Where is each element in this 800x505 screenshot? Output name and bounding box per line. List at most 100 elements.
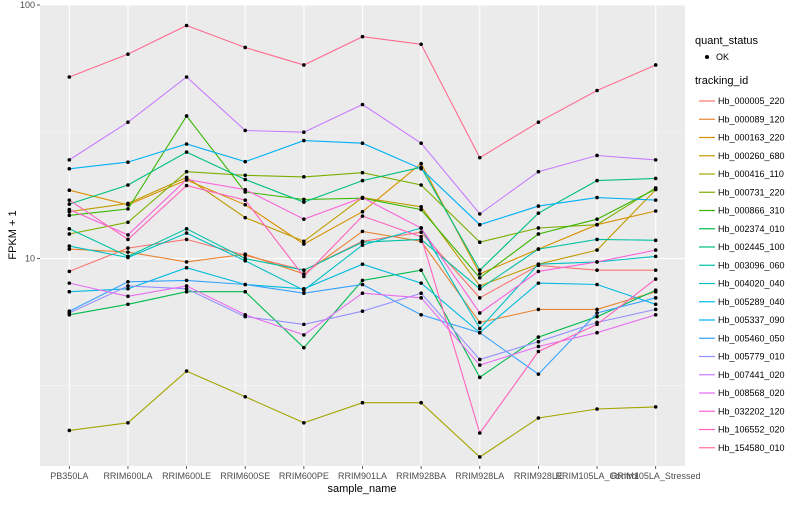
data-point-Hb_003096_060 — [67, 227, 72, 231]
x-axis: PB350LA RRIM600LA RRIM600LE RRIM600SE RRIM60… — [50, 466, 700, 481]
data-point-Hb_007441_020 — [595, 153, 599, 158]
data-point-Hb_005289_040 — [653, 302, 658, 307]
data-point-Hb_004020_040 — [477, 326, 482, 331]
data-point-Hb_154580_010 — [302, 63, 306, 67]
data-point-Hb_002374_010 — [302, 345, 306, 350]
data-point-Hb_000089_120 — [67, 247, 72, 251]
data-point-Hb_000260_680 — [302, 239, 306, 244]
data-point-Hb_000089_120 — [302, 272, 306, 276]
data-point-Hb_007441_020 — [536, 169, 541, 174]
data-point-Hb_004020_040 — [126, 255, 130, 260]
data-point-Hb_000731_220 — [126, 220, 130, 225]
x-axis-title: sample_name — [327, 483, 396, 495]
data-point-Hb_003096_060 — [419, 237, 423, 242]
data-point-Hb_004020_040 — [243, 258, 248, 263]
data-point-Hb_005460_050 — [302, 291, 306, 296]
data-point-Hb_000089_120 — [184, 260, 189, 264]
data-point-Hb_000866_310 — [653, 187, 658, 191]
legend-label: Hb_005460_050 — [718, 333, 785, 343]
legend-label: Hb_000731_220 — [718, 187, 785, 197]
data-point-Hb_154580_010 — [126, 52, 130, 56]
data-point-Hb_000416_110 — [302, 421, 306, 425]
data-point-Hb_008568_020 — [302, 333, 306, 337]
y-tick-label: 100 — [20, 0, 35, 10]
data-point-Hb_032202_120 — [595, 260, 599, 264]
data-point-Hb_008568_020 — [243, 313, 248, 317]
data-point-Hb_005460_050 — [360, 282, 365, 287]
data-point-Hb_005337_090 — [536, 204, 541, 208]
data-point-Hb_002374_010 — [243, 289, 248, 294]
data-point-Hb_005289_040 — [302, 286, 306, 291]
data-point-Hb_000416_110 — [243, 394, 248, 399]
data-point-Hb_002374_010 — [126, 302, 130, 307]
data-point-Hb_000163_220 — [67, 188, 72, 193]
data-point-Hb_005779_010 — [653, 307, 658, 312]
legend: quant_status OK tracking_id Hb_000005_22… — [695, 35, 785, 453]
legend-tracking-id-title: tracking_id — [695, 75, 748, 87]
data-point-Hb_005779_010 — [67, 311, 72, 315]
data-point-Hb_005460_050 — [477, 330, 482, 335]
data-point-Hb_008568_020 — [126, 294, 130, 299]
data-point-Hb_000005_220 — [126, 246, 130, 250]
data-point-Hb_005337_090 — [184, 142, 189, 146]
data-point-Hb_005289_040 — [67, 289, 72, 294]
data-point-Hb_032202_120 — [243, 187, 248, 192]
data-point-Hb_005337_090 — [243, 159, 248, 164]
data-point-Hb_002445_100 — [302, 200, 306, 204]
legend-quant-status-title: quant_status — [695, 35, 758, 47]
data-point-Hb_000416_110 — [477, 455, 482, 459]
data-point-Hb_007441_020 — [360, 102, 365, 107]
data-point-Hb_000163_220 — [360, 209, 365, 214]
legend-label: Hb_005289_040 — [718, 297, 785, 307]
data-point-Hb_000005_220 — [67, 269, 72, 274]
data-point-Hb_106552_020 — [360, 214, 365, 218]
data-point-Hb_005460_050 — [653, 296, 658, 300]
data-point-Hb_000866_310 — [477, 275, 482, 280]
data-point-Hb_032202_120 — [302, 217, 306, 221]
data-point-Hb_007441_020 — [302, 130, 306, 135]
data-point-Hb_005289_040 — [419, 281, 423, 285]
data-point-Hb_032202_120 — [536, 269, 541, 274]
data-point-Hb_005460_050 — [243, 282, 248, 287]
data-point-Hb_002445_100 — [360, 178, 365, 183]
data-point-Hb_003096_060 — [536, 247, 541, 251]
data-point-Hb_003096_060 — [653, 238, 658, 243]
data-point-Hb_000260_680 — [243, 215, 248, 220]
x-tick-label: RRIM600PE — [279, 471, 329, 481]
x-tick-label: PB350LA — [50, 471, 88, 481]
data-point-Hb_002445_100 — [243, 177, 248, 182]
data-point-Hb_005289_040 — [126, 286, 130, 291]
data-point-Hb_008568_020 — [477, 363, 482, 367]
data-point-Hb_005779_010 — [360, 309, 365, 313]
data-point-Hb_000089_120 — [477, 320, 482, 325]
data-point-Hb_005460_050 — [536, 372, 541, 376]
data-point-Hb_000163_220 — [477, 272, 482, 276]
data-point-Hb_008568_020 — [595, 330, 599, 335]
data-point-Hb_106552_020 — [419, 234, 423, 239]
data-point-Hb_007441_020 — [653, 158, 658, 162]
data-point-Hb_032202_120 — [126, 233, 130, 237]
legend-label: Hb_000260_680 — [718, 151, 785, 161]
data-point-Hb_000416_110 — [126, 421, 130, 425]
x-tick-label: RRIM105LA_Control — [556, 471, 639, 481]
legend-label: Hb_000866_310 — [718, 206, 785, 216]
data-point-Hb_000163_220 — [419, 161, 423, 166]
legend-quant-status-label: OK — [716, 52, 729, 62]
data-point-Hb_002445_100 — [653, 176, 658, 181]
legend-label: Hb_004020_040 — [718, 279, 785, 289]
data-point-Hb_000163_220 — [653, 209, 658, 213]
data-point-Hb_005779_010 — [184, 286, 189, 291]
data-point-Hb_007441_020 — [184, 75, 189, 79]
data-point-Hb_002374_010 — [477, 375, 482, 380]
data-point-Hb_008568_020 — [653, 313, 658, 317]
data-point-Hb_000866_310 — [184, 114, 189, 118]
data-point-Hb_000260_680 — [595, 248, 599, 252]
data-point-Hb_007441_020 — [67, 158, 72, 162]
data-point-Hb_000866_310 — [536, 232, 541, 236]
data-point-Hb_004020_040 — [653, 254, 658, 259]
y-axis: 10 100 — [20, 0, 40, 264]
data-point-Hb_004020_040 — [184, 231, 189, 235]
data-point-Hb_005460_050 — [184, 278, 189, 283]
